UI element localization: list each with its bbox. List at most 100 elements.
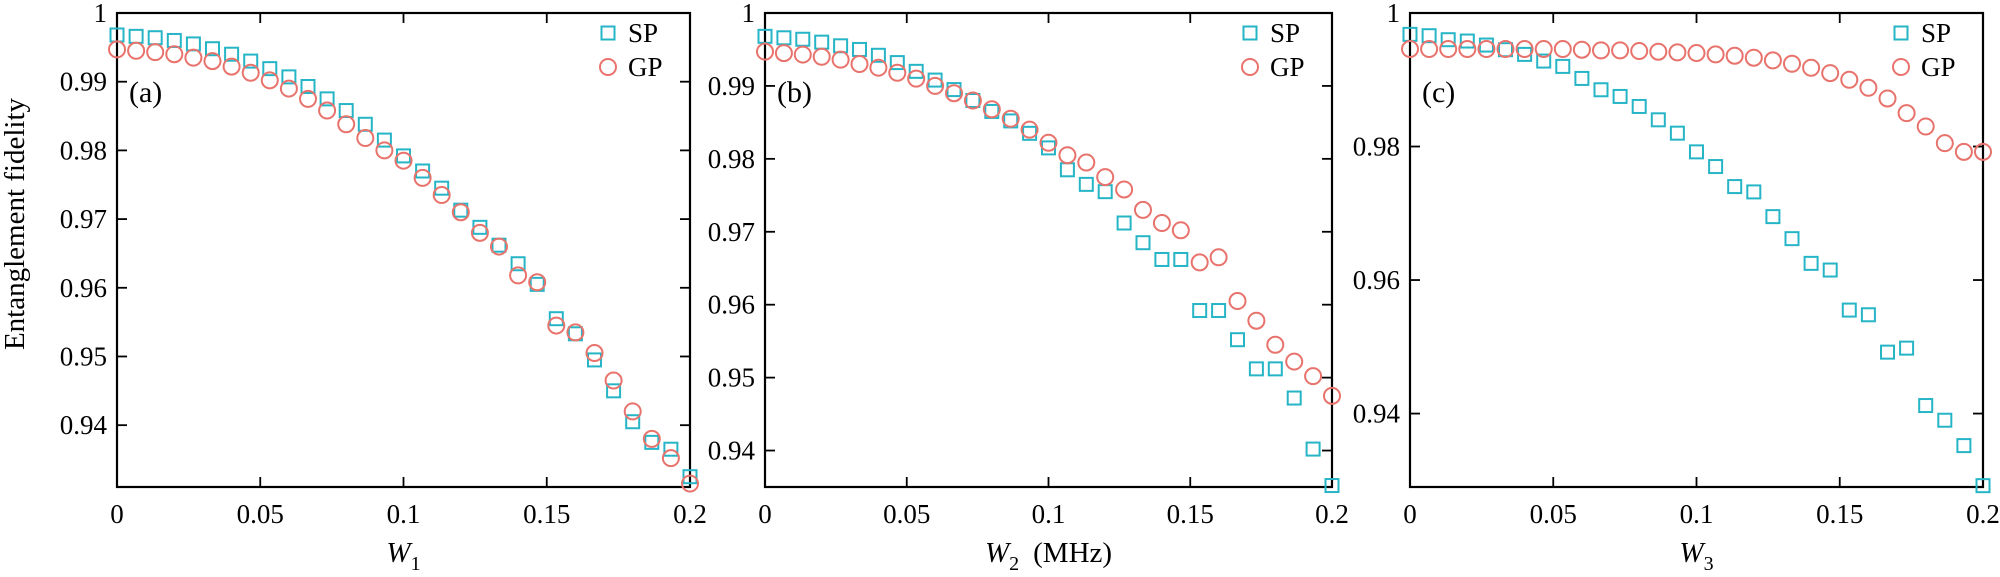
data-point-gp bbox=[604, 371, 623, 390]
data-point-sp bbox=[1192, 303, 1208, 319]
data-point-sp bbox=[682, 469, 698, 485]
y-tick-label: 0.99 bbox=[60, 67, 107, 97]
data-point-sp bbox=[1286, 390, 1302, 406]
data-point-gp bbox=[926, 76, 945, 95]
y-tick-label: 0.96 bbox=[1353, 265, 1400, 295]
data-point-sp bbox=[870, 47, 886, 63]
data-point-gp bbox=[1859, 78, 1878, 97]
data-point-gp bbox=[1916, 117, 1935, 136]
x-axis-title: W3 bbox=[1679, 537, 1713, 575]
data-point-gp bbox=[241, 63, 260, 82]
data-point-sp bbox=[338, 103, 354, 119]
data-point-sp bbox=[1899, 340, 1915, 356]
x-axis-subscript: 2 bbox=[1009, 553, 1019, 575]
y-axis-title: Entanglement fidelity bbox=[0, 97, 31, 350]
data-point-gp bbox=[1439, 40, 1458, 59]
data-point-sp bbox=[1555, 58, 1571, 74]
data-point-sp bbox=[814, 34, 830, 50]
y-tick-label: 0.96 bbox=[708, 290, 755, 320]
data-point-gp bbox=[1304, 367, 1323, 386]
data-point-gp bbox=[1935, 134, 1954, 153]
legend: SP GP bbox=[1892, 18, 1956, 82]
data-point-gp bbox=[1477, 40, 1496, 59]
data-point-gp bbox=[1171, 221, 1190, 240]
data-point-gp bbox=[260, 71, 279, 90]
data-point-gp bbox=[1572, 40, 1591, 59]
data-point-sp bbox=[1230, 332, 1246, 348]
data-point-sp bbox=[1574, 70, 1590, 86]
panels: 0 0.05 0.1 0.15 0.2 0.94 0.95 0.96 0.97 0.98 0.99 1… bbox=[60, 0, 2000, 575]
legend: SP GP bbox=[599, 18, 663, 82]
data-point-sp bbox=[1211, 303, 1227, 319]
y-tick-label: 0.98 bbox=[1353, 132, 1400, 162]
data-point-gp bbox=[413, 168, 432, 187]
data-point-sp bbox=[965, 93, 981, 109]
x-tick-label: 0.1 bbox=[1032, 499, 1066, 529]
data-point-gp bbox=[982, 100, 1001, 119]
data-point-sp bbox=[548, 311, 564, 327]
legend-label-gp: GP bbox=[628, 52, 663, 82]
data-point-sp bbox=[1078, 176, 1094, 192]
legend-label-sp: SP bbox=[1921, 18, 1951, 48]
data-point-sp bbox=[1536, 53, 1552, 69]
x-axis-subscript: 3 bbox=[1704, 553, 1714, 575]
plot-frame bbox=[763, 11, 1334, 489]
x-tick-label: 0.05 bbox=[1530, 499, 1577, 529]
y-tick-label: 1 bbox=[742, 0, 756, 28]
data-point-gp bbox=[356, 129, 375, 148]
data-point-sp bbox=[851, 41, 867, 57]
data-point-gp bbox=[1401, 40, 1419, 59]
data-point-sp bbox=[1497, 42, 1513, 58]
x-axis-variable: W bbox=[1679, 537, 1706, 569]
data-point-sp bbox=[1612, 88, 1628, 104]
data-point-gp bbox=[1687, 44, 1706, 63]
panel-label: (c) bbox=[1422, 76, 1455, 109]
x-tick-label: 0.1 bbox=[1680, 499, 1714, 529]
y-tick-label: 0.98 bbox=[708, 144, 755, 174]
data-point-sp bbox=[510, 256, 526, 272]
data-point-gp bbox=[681, 474, 699, 493]
data-point-sp bbox=[434, 180, 450, 196]
series-gp bbox=[756, 42, 1341, 405]
data-point-gp bbox=[1534, 40, 1553, 59]
data-point-gp bbox=[318, 101, 337, 120]
data-point-sp bbox=[147, 30, 163, 46]
panel-a: 0 0.05 0.1 0.15 0.2 0.94 0.95 0.96 0.97 0.98 0.99 1… bbox=[60, 0, 707, 575]
y-tick-label: 0.97 bbox=[708, 217, 755, 247]
x-tick-label: 0.05 bbox=[883, 499, 930, 529]
data-point-sp bbox=[776, 30, 792, 46]
data-point-gp bbox=[963, 91, 982, 110]
y-tick-label: 0.94 bbox=[1353, 399, 1401, 429]
data-point-sp bbox=[1135, 235, 1151, 251]
x-axis-variable: W bbox=[985, 537, 1012, 569]
series-gp bbox=[1401, 40, 1992, 161]
data-point-gp bbox=[1077, 153, 1096, 172]
data-point-sp bbox=[1267, 361, 1283, 377]
data-point-gp bbox=[566, 323, 585, 342]
data-point-sp bbox=[606, 383, 622, 399]
data-point-gp bbox=[1152, 214, 1171, 233]
data-point-sp bbox=[357, 116, 373, 132]
y-tick-label: 0.95 bbox=[60, 341, 107, 371]
data-point-gp bbox=[1001, 109, 1020, 128]
legend-marker-sp bbox=[600, 25, 616, 41]
data-point-gp bbox=[127, 41, 146, 60]
data-point-gp bbox=[1058, 146, 1077, 165]
series-sp bbox=[109, 27, 698, 485]
data-point-gp bbox=[528, 273, 547, 292]
panel-label: (a) bbox=[129, 76, 162, 109]
data-point-sp bbox=[908, 63, 924, 79]
data-point-gp bbox=[1802, 58, 1821, 77]
data-point-sp bbox=[185, 36, 201, 52]
legend-marker-gp bbox=[1241, 58, 1259, 76]
data-point-gp bbox=[1878, 89, 1897, 108]
legend-marker-sp bbox=[1893, 25, 1909, 41]
x-tick-label: 0.15 bbox=[523, 499, 570, 529]
data-point-sp bbox=[1324, 478, 1340, 494]
data-point-sp bbox=[1669, 125, 1685, 141]
data-point-gp bbox=[470, 223, 489, 242]
data-point-gp bbox=[1515, 40, 1534, 59]
data-point-sp bbox=[1765, 209, 1781, 225]
legend-label-sp: SP bbox=[628, 18, 658, 48]
